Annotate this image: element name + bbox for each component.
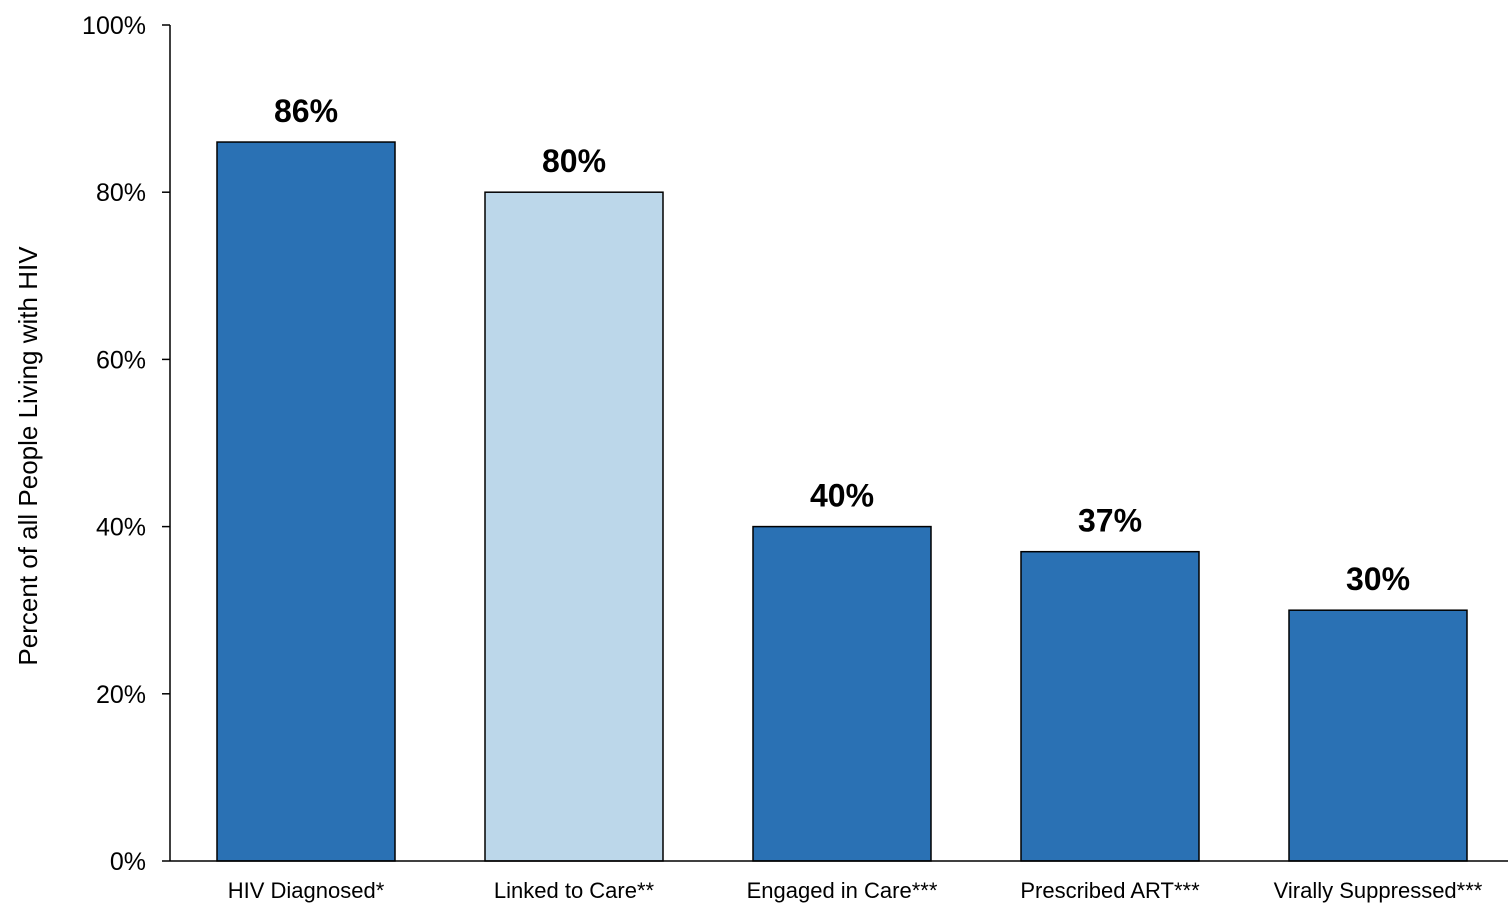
bar xyxy=(484,191,664,862)
bar-value-label: 30% xyxy=(1346,561,1410,597)
category-labels-group: HIV Diagnosed* Linked to Care** Engaged in… xyxy=(228,878,1483,903)
bar xyxy=(1020,550,1200,862)
bar-value-label: 86% xyxy=(274,93,338,129)
y-tick-label: 20% xyxy=(96,681,146,709)
bar-value-label: 80% xyxy=(542,143,606,179)
category-label: Linked to Care** xyxy=(494,878,655,903)
bars-group xyxy=(216,141,1468,862)
value-labels-group: 86% 80% 40% 37% 30% xyxy=(274,93,1410,597)
category-label: HIV Diagnosed* xyxy=(228,878,385,903)
y-tick-label: 40% xyxy=(96,514,146,542)
y-tick-label: 100% xyxy=(82,12,146,40)
bar-value-label: 40% xyxy=(810,478,874,514)
y-axis-title: Percent of all People Living with HIV xyxy=(13,246,43,666)
y-tick-label: 0% xyxy=(110,848,146,876)
y-tick-label: 80% xyxy=(96,179,146,207)
category-label: Prescribed ART*** xyxy=(1020,878,1200,903)
bar xyxy=(216,141,396,862)
bar xyxy=(1288,609,1468,862)
bar xyxy=(752,525,932,862)
category-label: Virally Suppressed*** xyxy=(1274,878,1483,903)
category-label: Engaged in Care*** xyxy=(747,878,938,903)
y-tick-label: 60% xyxy=(96,346,146,374)
bar-value-label: 37% xyxy=(1078,503,1142,539)
y-ticks-group: 0% 20% 40% 60% 80% 100% xyxy=(82,12,170,876)
